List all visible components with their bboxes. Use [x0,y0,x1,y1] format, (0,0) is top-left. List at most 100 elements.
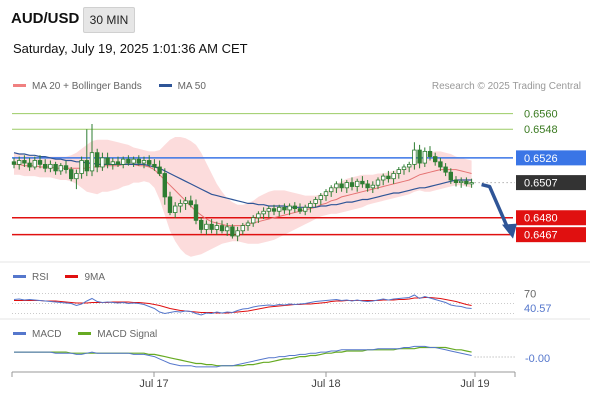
candle-body [344,182,349,189]
candle-body [32,160,37,168]
legend-label: MACD [32,329,62,340]
main-legend: MA 20 + Bollinger Bands MA 50 [13,81,220,92]
candle-body [370,184,375,189]
candle-body [386,175,391,180]
candle-body [287,205,292,211]
candle-body [141,160,147,164]
candle-body [417,149,422,164]
candle-body [458,180,464,184]
legend-macd: MACD [13,329,61,340]
candle-body [349,182,355,187]
candle-body [448,171,453,181]
bollinger-band [14,137,472,257]
candle-body [146,160,152,165]
candle-body [266,208,271,212]
candle-body [84,160,89,172]
macd-signal-line [14,346,472,367]
candle-body [453,179,459,184]
candle-body [58,165,63,172]
candle-body [438,161,443,168]
candle-body [318,195,323,200]
candle-body [157,166,162,174]
candle-body [188,200,193,206]
candle-body [27,162,32,168]
candle-body [422,150,427,164]
candle-body [69,169,74,180]
candle-body [16,160,22,165]
candle-body [105,157,110,165]
candle-body [313,199,318,204]
rsi-level-label: 70 [524,289,536,301]
legend-swatch [13,83,26,87]
candle-body [11,161,17,165]
chart-datetime: Saturday, July 19, 2025 1:01:36 AM CET [13,41,248,56]
candle-body [136,158,141,164]
legend-swatch [158,83,172,87]
level-badge-0.6507 [516,175,586,191]
timeframe-button[interactable]: 30 MIN [83,7,135,33]
candle-body [323,191,329,197]
candle-body [131,158,136,164]
candle-body [375,179,381,186]
candle-body [443,166,448,173]
level-label-0.6526: 0.6526 [524,153,558,165]
legend-macd-signal: MACD Signal [78,329,157,340]
candle-body [224,226,230,232]
x-tick-label: Jul 18 [311,378,340,390]
legend-ma50: MA 50 [158,81,206,92]
candle-body [256,213,261,219]
candle-body [162,173,167,198]
x-tick-label: Jul 19 [460,378,489,390]
candle-body [204,223,209,230]
candle-body [360,180,365,185]
candle-body [172,205,178,213]
candle-body [469,182,474,185]
candle-body [152,163,157,168]
candle-body [53,163,58,172]
rsi-line [13,294,472,316]
candle-body [432,156,438,163]
level-badge-0.6480 [516,210,586,226]
credit-text: Research © 2025 Trading Central [431,81,581,92]
candle-body [250,217,256,224]
candle-body [271,208,277,212]
legend-label: MACD Signal [97,329,158,340]
macd-legend: MACD MACD Signal [13,329,171,340]
legend-swatch [13,274,26,278]
candle-body [100,157,105,168]
candle-body [198,219,204,230]
macd-line [14,345,472,368]
candle-body [282,206,287,211]
candle-body [89,152,95,172]
candle-body [214,225,219,230]
candle-body [209,223,214,230]
level-label-0.6548: 0.6548 [524,124,558,136]
macd-value-label: -0.00 [525,353,550,365]
legend-9ma: 9MA [65,272,105,283]
forecast-arrow [481,182,510,230]
candle-body [354,180,360,187]
legend-label: MA 50 [177,81,206,92]
candle-body [328,187,334,193]
candle-body [63,165,69,170]
level-badge-0.6526 [516,150,586,166]
candle-body [396,169,401,174]
candle-body [401,166,407,170]
forecast-arrow-head [502,223,517,239]
candle-body [79,160,84,174]
legend-rsi: RSI [13,272,49,283]
candle-body [297,208,303,212]
candle-body [121,158,126,165]
rsi-legend: RSI 9MA [13,272,119,283]
candle-body [43,163,48,169]
candle-body [110,161,115,165]
candle-body [365,183,370,189]
candle-body [464,180,469,185]
level-label-0.6560: 0.6560 [524,109,558,121]
level-label-0.6467: 0.6467 [524,230,558,242]
legend-ma20-bb: MA 20 + Bollinger Bands [13,81,142,92]
candle-body [167,196,173,213]
candle-body [427,150,433,157]
level-label-0.6480: 0.6480 [524,213,558,225]
